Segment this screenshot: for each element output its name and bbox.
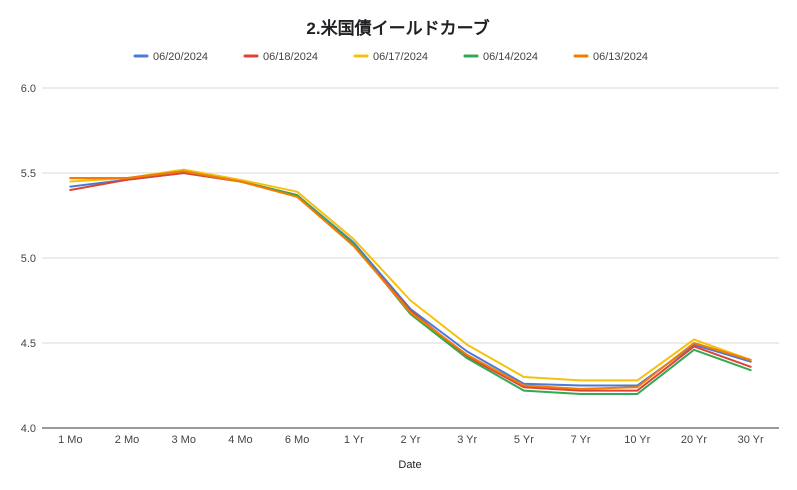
chart-legend: 06/20/2024 06/18/2024 06/17/2024 06/14/2024… xyxy=(133,51,648,63)
y-tick-label: 4.5 xyxy=(21,338,36,350)
series-line xyxy=(69,170,752,395)
series-line xyxy=(69,172,752,387)
series-line xyxy=(69,170,752,390)
y-gridlines xyxy=(42,87,779,429)
x-tick-label: 2 Yr xyxy=(401,434,421,446)
x-axis-ticks: 1 Mo 2 Mo 3 Mo 4 Mo 6 Mo 1 Yr 2 Yr 3 Yr 5 Yr 7 Yr… xyxy=(58,434,764,446)
x-tick-label: 5 Yr xyxy=(514,434,534,446)
x-tick-label: 7 Yr xyxy=(571,434,591,446)
y-tick-label: 6.0 xyxy=(21,83,36,95)
legend-label: 06/14/2024 xyxy=(483,51,538,63)
x-tick-label: 4 Mo xyxy=(228,434,252,446)
y-tick-label: 5.5 xyxy=(21,168,36,180)
legend-item[interactable]: 06/14/2024 xyxy=(463,51,538,63)
y-axis-ticks: 4.0 4.5 5.0 5.5 6.0 xyxy=(21,83,36,435)
x-tick-label: 3 Mo xyxy=(171,434,195,446)
y-tick-label: 4.0 xyxy=(21,423,36,435)
x-tick-label: 1 Mo xyxy=(58,434,82,446)
series-line xyxy=(69,172,752,392)
x-axis-label: Date xyxy=(398,459,421,471)
x-tick-label: 30 Yr xyxy=(738,434,764,446)
x-tick-label: 10 Yr xyxy=(624,434,650,446)
x-tick-label: 2 Mo xyxy=(115,434,139,446)
series-line xyxy=(69,168,752,382)
x-tick-label: 6 Mo xyxy=(285,434,309,446)
y-tick-label: 5.0 xyxy=(21,253,36,265)
legend-item[interactable]: 06/13/2024 xyxy=(573,51,648,63)
x-tick-label: 1 Yr xyxy=(344,434,364,446)
x-tick-label: 3 Yr xyxy=(457,434,477,446)
legend-label: 06/17/2024 xyxy=(373,51,428,63)
legend-label: 06/13/2024 xyxy=(593,51,648,63)
legend-item[interactable]: 06/18/2024 xyxy=(243,51,318,63)
chart-title: 2.米国債イールドカーブ xyxy=(306,18,489,38)
x-tick-label: 20 Yr xyxy=(681,434,707,446)
legend-item[interactable]: 06/17/2024 xyxy=(353,51,428,63)
legend-item[interactable]: 06/20/2024 xyxy=(133,51,208,63)
legend-label: 06/20/2024 xyxy=(153,51,208,63)
series-lines xyxy=(69,168,752,395)
legend-label: 06/18/2024 xyxy=(263,51,318,63)
